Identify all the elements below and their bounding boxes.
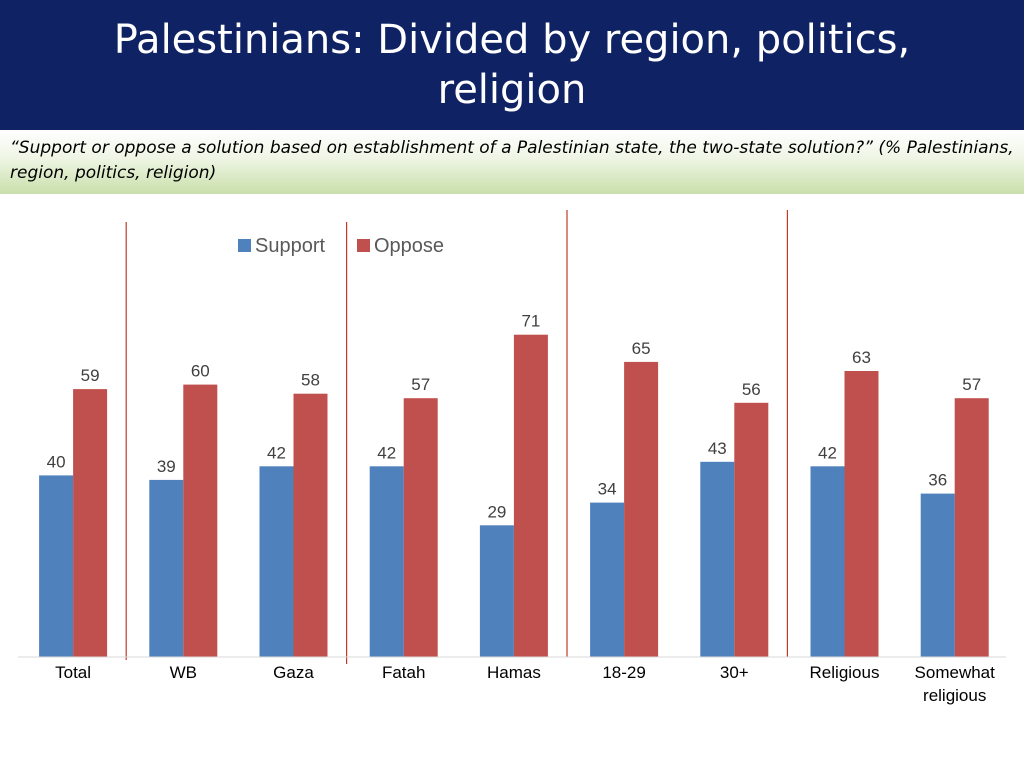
data-label-oppose: 60 [191, 362, 210, 381]
subtitle-band: “Support or oppose a solution based on e… [0, 130, 1024, 194]
x-tick-label: Somewhat religious [915, 663, 996, 705]
data-labels: 40 59 39 60 42 58 42 57 29 71 34 65 43 56 42 63 36 57 [47, 312, 982, 522]
legend-swatch [238, 239, 251, 252]
x-tick-label: 18-29 [602, 663, 645, 682]
data-label-oppose: 56 [742, 380, 761, 399]
data-label-oppose: 71 [521, 312, 540, 331]
legend: Support Oppose [238, 235, 444, 257]
data-label-support: 29 [487, 502, 506, 521]
bar-support [479, 525, 514, 657]
x-tick-label: Total [55, 663, 91, 682]
data-label-oppose: 57 [411, 375, 430, 394]
x-tick-label: 30+ [720, 663, 749, 682]
group-separators [125, 210, 789, 664]
data-label-support: 42 [818, 443, 837, 462]
page-title: Palestinians: Divided by region, politic… [113, 17, 911, 113]
data-label-support: 39 [157, 457, 176, 476]
data-label-support: 34 [598, 480, 617, 499]
legend-label: Support [255, 235, 325, 257]
bar-support [39, 475, 74, 657]
bar-support [369, 466, 404, 657]
bar-support [810, 466, 845, 657]
data-label-support: 43 [708, 439, 727, 458]
bar-support [259, 466, 294, 657]
data-label-support: 42 [267, 443, 286, 462]
bars [39, 334, 989, 657]
data-label-support: 36 [928, 471, 947, 490]
bar-oppose [403, 398, 438, 657]
data-label-oppose: 57 [962, 375, 981, 394]
data-label-oppose: 65 [632, 339, 651, 358]
x-tick-label: Gaza [273, 663, 314, 682]
chart-question: “Support or oppose a solution based on e… [10, 138, 1014, 183]
x-tick-label: Fatah [382, 663, 425, 682]
x-tick-labels: Total WB Gaza Fatah Hamas 18-29 30+ Religious So… [55, 663, 995, 705]
data-label-support: 42 [377, 443, 396, 462]
bar-support [920, 493, 955, 657]
bar-oppose [734, 402, 769, 657]
bar-oppose [73, 389, 108, 657]
legend-swatch [357, 239, 370, 252]
bar-oppose [624, 361, 659, 657]
data-label-oppose: 59 [81, 366, 100, 385]
bar-oppose [513, 334, 548, 657]
x-tick-label: Religious [810, 663, 880, 682]
data-label-oppose: 58 [301, 371, 320, 390]
bar-oppose [183, 384, 218, 657]
data-label-oppose: 63 [852, 348, 871, 367]
bar-oppose [954, 398, 989, 657]
bar-chart: 40 59 39 60 42 58 42 57 29 71 34 65 43 56 42 63 36 57 Tot… [18, 210, 1006, 705]
bar-support [149, 479, 184, 657]
x-tick-label: Hamas [487, 663, 541, 682]
bar-support [590, 502, 625, 657]
bar-oppose [293, 393, 328, 657]
bar-support [700, 461, 735, 657]
bar-oppose [844, 371, 879, 657]
title-bar: Palestinians: Divided by region, politic… [0, 0, 1024, 130]
legend-label: Oppose [374, 235, 444, 257]
data-label-support: 40 [47, 452, 66, 471]
x-tick-label: WB [170, 663, 197, 682]
